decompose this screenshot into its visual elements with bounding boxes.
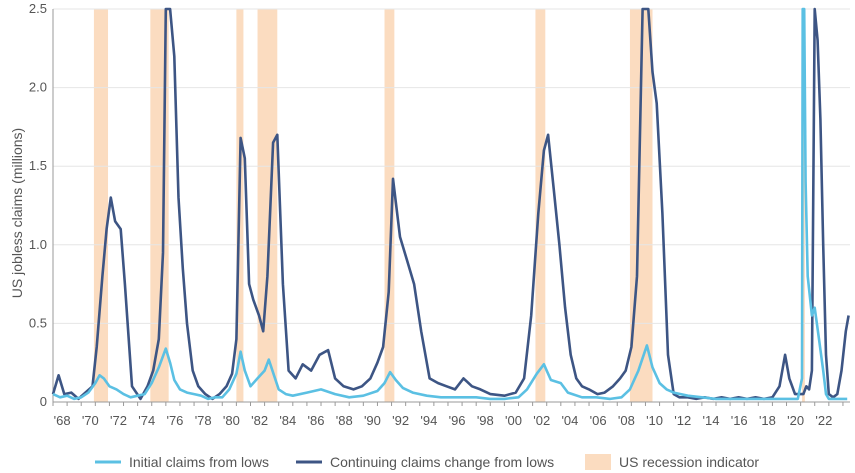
x-tick-label: '96 (449, 413, 466, 428)
series-line-continuing-claims (51, 7, 850, 401)
x-tick-label: '94 (420, 413, 437, 428)
y-tick-label: 2.0 (29, 80, 47, 95)
legend: Initial claims from lows Continuing claim… (95, 454, 759, 470)
recession-shading (93, 9, 805, 402)
x-tick-label: '14 (703, 413, 720, 428)
x-tick-label: '08 (618, 413, 635, 428)
x-tick-label: '86 (308, 413, 325, 428)
y-tick-label: 1.0 (29, 237, 47, 252)
axes (52, 9, 850, 406)
y-tick-label: 0.5 (29, 315, 47, 330)
recession-band-3 (257, 9, 278, 402)
series-lines (51, 7, 850, 401)
x-tick-labels: '68 '70 '72 '74 '76 '78 '80 '82 '84 '86 '88 '90 '92 '… (54, 413, 833, 428)
x-tick-label: '18 (759, 413, 776, 428)
x-tick-label: '22 (815, 413, 832, 428)
legend-label: US recession indicator (619, 454, 759, 470)
x-tick-label: '74 (138, 413, 155, 428)
x-tick-label: '12 (674, 413, 691, 428)
x-tick-label: '00 (505, 413, 522, 428)
x-tick-label: '68 (54, 413, 71, 428)
x-tick-label: '70 (82, 413, 99, 428)
x-tick-label: '76 (166, 413, 183, 428)
x-tick-label: '90 (364, 413, 381, 428)
x-tick-label: '78 (195, 413, 212, 428)
y-gridlines (53, 8, 850, 324)
recession-band-0 (93, 9, 109, 402)
x-tick-label: '88 (336, 413, 353, 428)
x-tick-label: '98 (477, 413, 494, 428)
recession-band-5 (535, 9, 546, 402)
legend-swatch-box (585, 454, 611, 470)
recession-band-4 (384, 9, 395, 402)
y-axis-label: US jobless claims (millions) (9, 128, 25, 298)
x-tick-label: '72 (110, 413, 127, 428)
legend-label: Initial claims from lows (129, 454, 269, 470)
x-tick-label: '06 (590, 413, 607, 428)
x-tick-label: '84 (279, 413, 296, 428)
y-tick-label: 2.5 (29, 1, 47, 16)
y-tick-label: 1.5 (29, 158, 47, 173)
x-tick-label: '10 (646, 413, 663, 428)
x-tick-label: '16 (731, 413, 748, 428)
x-tick-label: '80 (223, 413, 240, 428)
x-tick-label: '02 (533, 413, 550, 428)
series-line-initial-claims (52, 7, 848, 401)
x-tick-label: '82 (251, 413, 268, 428)
y-tick-labels: 0 0.5 1.0 1.5 2.0 2.5 (29, 1, 47, 409)
legend-label: Continuing claims change from lows (330, 454, 554, 470)
y-tick-label: 0 (40, 394, 47, 409)
x-tick-label: '04 (561, 413, 578, 428)
x-tick-label: '20 (787, 413, 804, 428)
x-tick-label: '92 (392, 413, 409, 428)
